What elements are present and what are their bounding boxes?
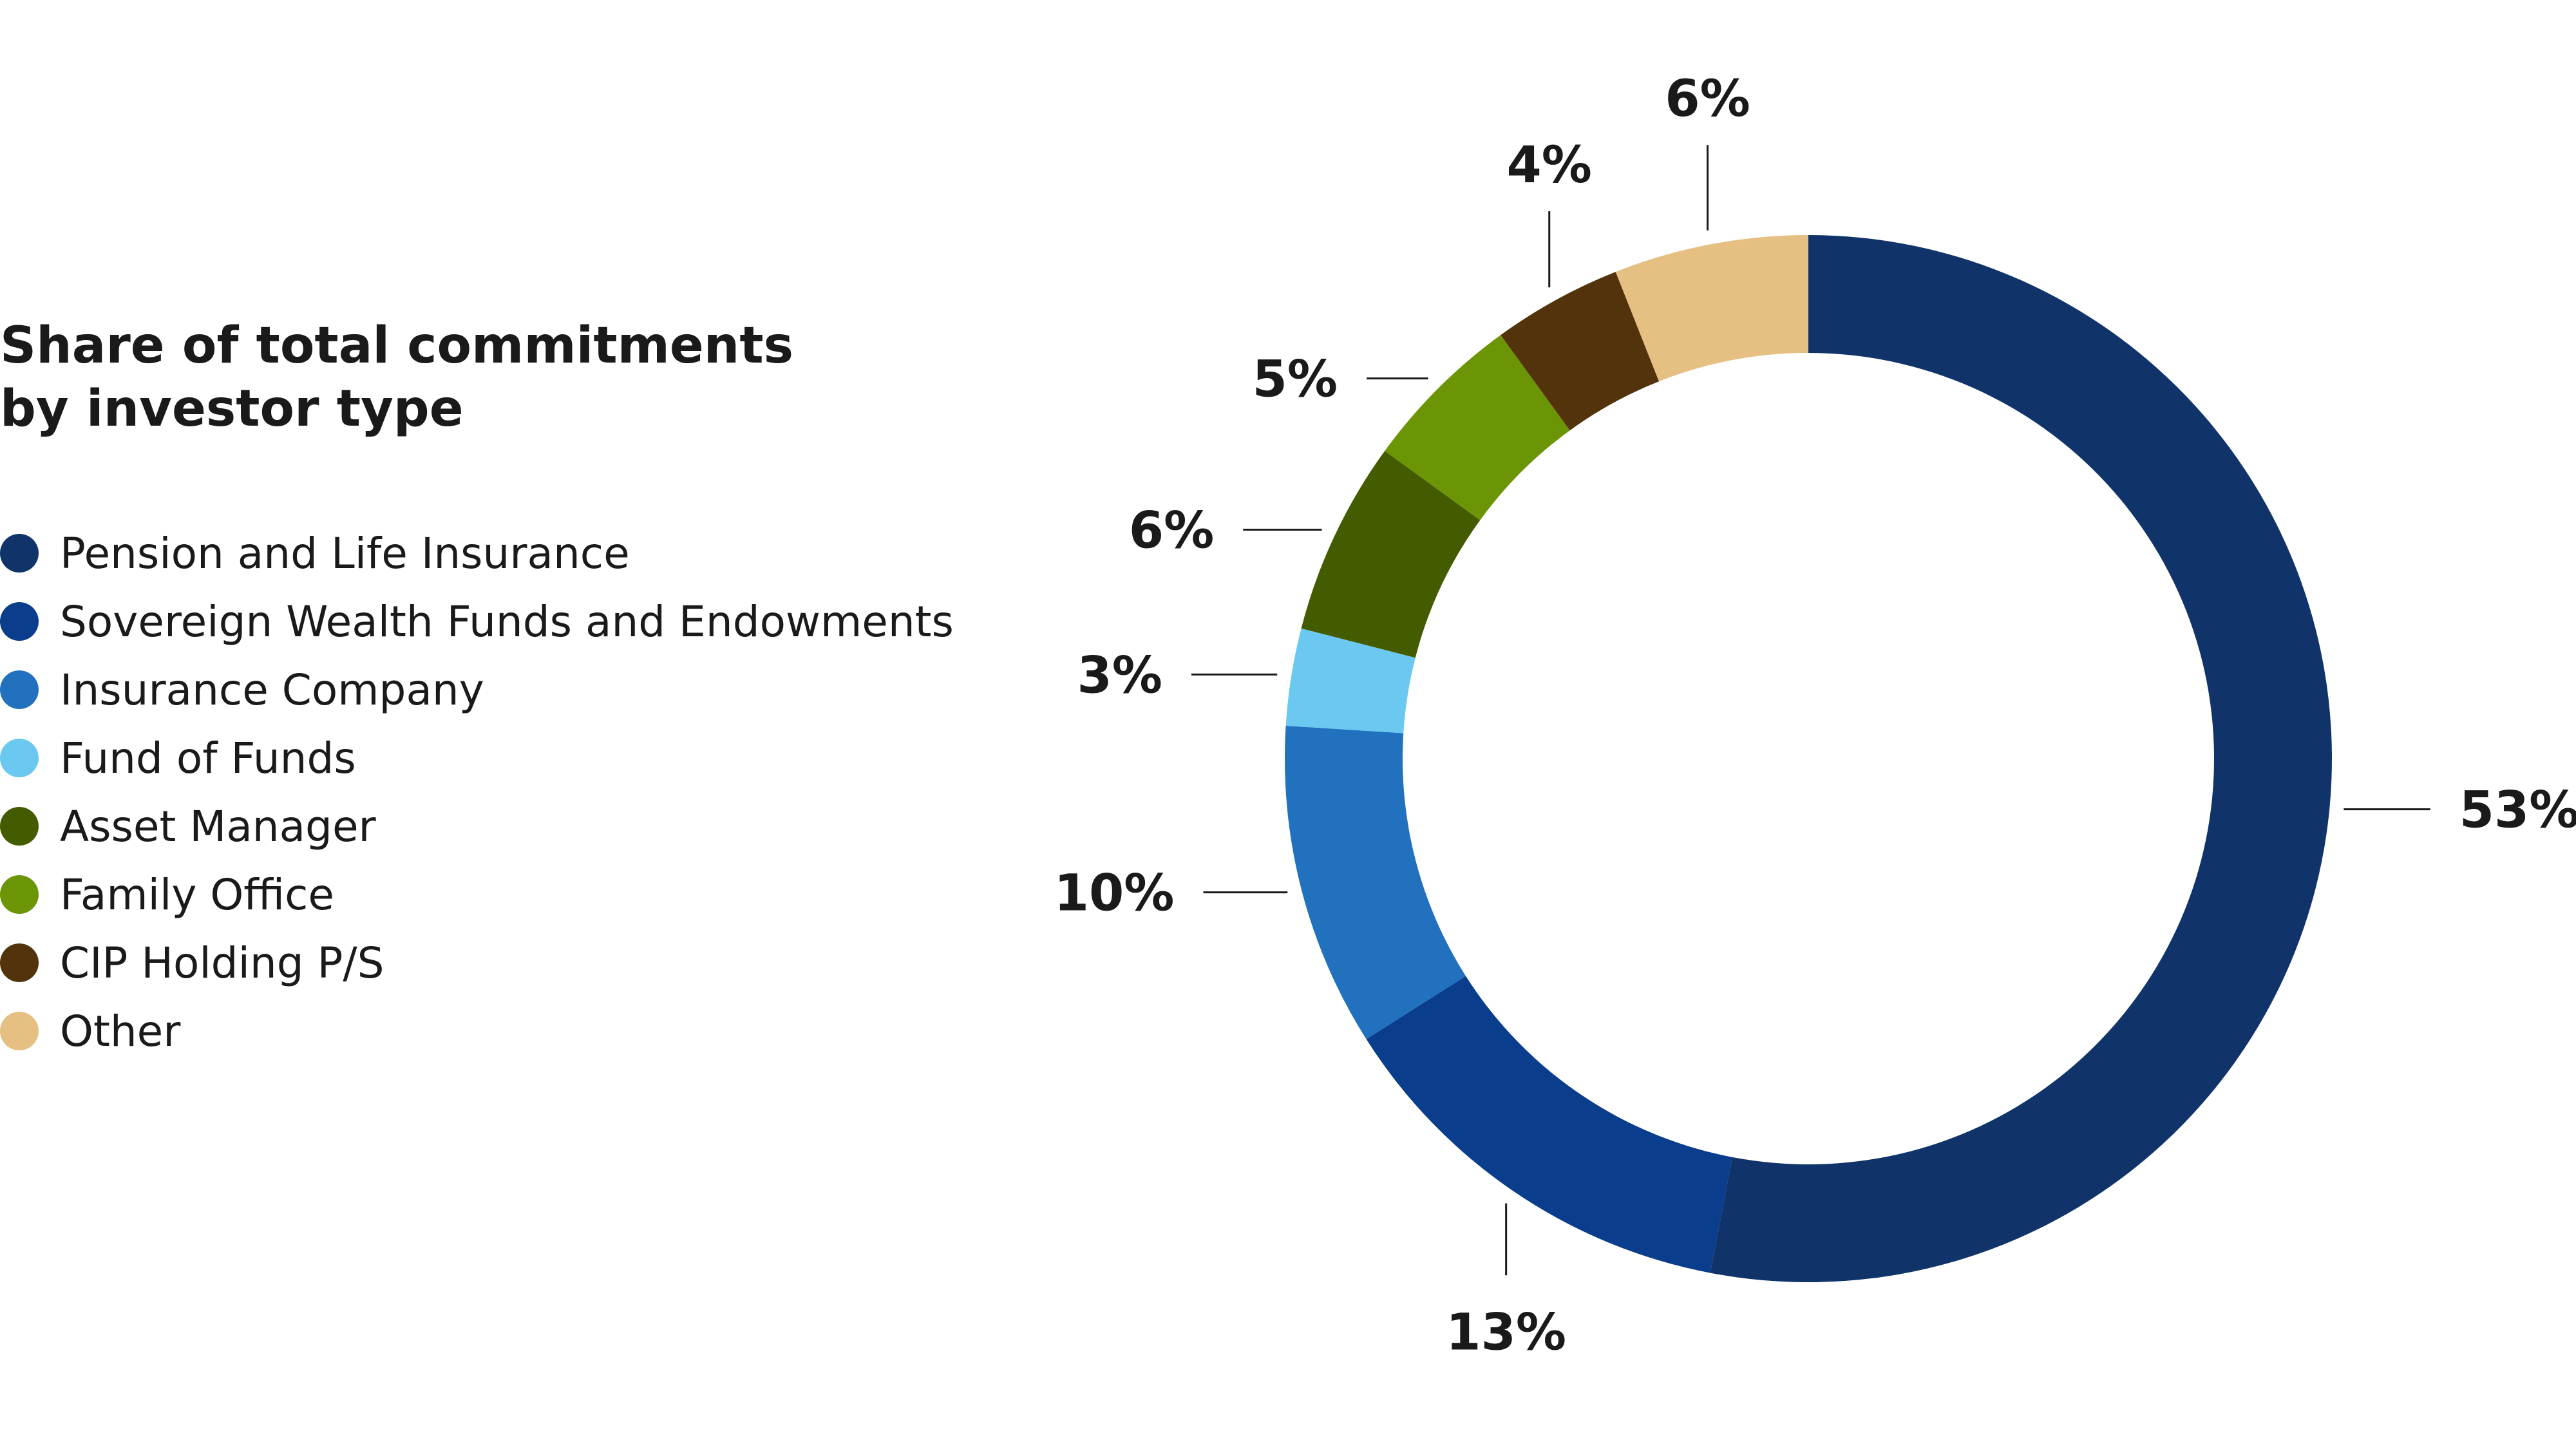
legend-item-other: Other bbox=[0, 997, 954, 1065]
slice-family-office bbox=[1385, 335, 1570, 520]
legend-label-pension-life-insurance: Pension and Life Insurance bbox=[60, 528, 630, 578]
legend-swatch-insurance-company bbox=[0, 670, 39, 709]
legend-label-other: Other bbox=[60, 1006, 181, 1056]
value-label-cip-holding: 4% bbox=[1507, 137, 1592, 194]
legend-swatch-asset-manager bbox=[0, 807, 39, 846]
legend-swatch-cip-holding bbox=[0, 943, 39, 982]
legend-item-pension-life-insurance: Pension and Life Insurance bbox=[0, 519, 954, 587]
legend-swatch-family-office bbox=[0, 875, 39, 914]
legend-swatch-pension-life-insurance bbox=[0, 534, 39, 573]
value-label-other: 6% bbox=[1665, 70, 1750, 128]
legend-item-family-office: Family Office bbox=[0, 860, 954, 929]
slice-cip-holding bbox=[1501, 272, 1660, 431]
legend-label-fund-of-funds: Fund of Funds bbox=[60, 733, 356, 783]
legend-item-cip-holding: CIP Holding P/S bbox=[0, 929, 954, 997]
chart-title: Share of total commitments by investor t… bbox=[0, 314, 837, 440]
legend-swatch-other bbox=[0, 1012, 39, 1050]
value-label-asset-manager: 6% bbox=[1129, 502, 1214, 560]
legend-swatch-fund-of-funds bbox=[0, 739, 39, 777]
legend-label-asset-manager: Asset Manager bbox=[60, 801, 376, 851]
slice-insurance-company bbox=[1284, 725, 1466, 1039]
value-label-insurance-company: 10% bbox=[1054, 865, 1175, 923]
value-label-pension-life-insurance: 53% bbox=[2459, 782, 2576, 840]
legend-item-sovereign-wealth-funds: Sovereign Wealth Funds and Endowments bbox=[0, 587, 954, 656]
value-label-fund-of-funds: 3% bbox=[1077, 647, 1162, 705]
legend-item-asset-manager: Asset Manager bbox=[0, 792, 954, 860]
legend-swatch-sovereign-wealth-funds bbox=[0, 602, 39, 641]
legend-item-fund-of-funds: Fund of Funds bbox=[0, 724, 954, 792]
legend-label-family-office: Family Office bbox=[60, 869, 335, 920]
chart-title-line-1: Share of total commitments bbox=[0, 317, 794, 375]
legend-label-insurance-company: Insurance Company bbox=[60, 665, 484, 715]
slice-asset-manager bbox=[1301, 451, 1481, 658]
legend-label-sovereign-wealth-funds: Sovereign Wealth Funds and Endowments bbox=[60, 596, 954, 647]
slice-pension-life-insurance bbox=[1710, 235, 2332, 1282]
slice-sovereign-wealth-funds bbox=[1366, 976, 1732, 1273]
legend-label-cip-holding: CIP Holding P/S bbox=[60, 938, 384, 988]
slice-other bbox=[1615, 235, 1808, 382]
value-label-family-office: 5% bbox=[1253, 351, 1338, 409]
value-label-sovereign-wealth-funds: 13% bbox=[1446, 1303, 1566, 1361]
legend-item-insurance-company: Insurance Company bbox=[0, 656, 954, 724]
legend: Pension and Life Insurance Sovereign Wea… bbox=[0, 519, 954, 1065]
chart-title-line-2: by investor type bbox=[0, 380, 464, 438]
slice-fund-of-funds bbox=[1285, 628, 1416, 734]
